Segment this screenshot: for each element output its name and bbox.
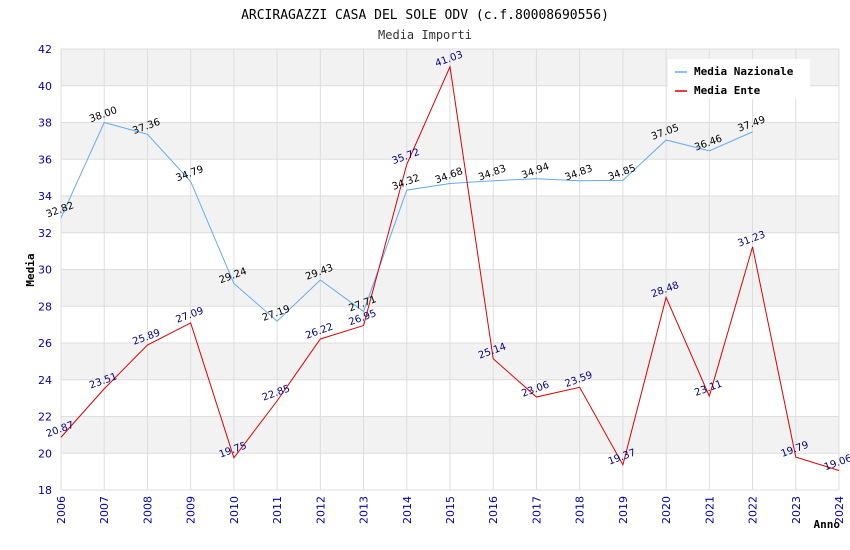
x-tick-label: 2022 <box>747 496 760 524</box>
x-tick-label: 2014 <box>401 496 414 524</box>
x-tick-label: 2006 <box>55 496 68 524</box>
y-tick-label: 20 <box>38 447 52 460</box>
y-tick-label: 38 <box>38 117 52 130</box>
x-tick-label: 2023 <box>790 496 803 524</box>
x-tick-label: 2007 <box>98 496 111 524</box>
x-tick-label: 2010 <box>228 496 241 524</box>
series-lines <box>60 65 840 471</box>
x-tick-label: 2015 <box>444 496 457 524</box>
y-tick-label: 42 <box>38 43 52 56</box>
y-tick-label: 36 <box>38 153 52 166</box>
y-tick-label: 22 <box>38 411 52 424</box>
legend: Media Nazionale Media Ente <box>668 59 810 99</box>
x-tick-label: 2009 <box>185 496 198 524</box>
chart-title: ARCIRAGAZZI CASA DEL SOLE ODV (c.f.80008… <box>241 8 609 23</box>
x-tick-label: 2012 <box>314 496 327 524</box>
y-tick-label: 28 <box>38 300 52 313</box>
legend-entry-nazionale: Media Nazionale <box>694 65 794 78</box>
y-axis-label: Media <box>24 253 37 286</box>
x-tick-label: 2020 <box>660 496 673 524</box>
legend-entry-ente: Media Ente <box>694 84 761 97</box>
x-tick-label: 2017 <box>530 496 543 524</box>
y-tick-label: 18 <box>38 484 52 497</box>
x-tick-label: 2008 <box>141 496 154 524</box>
x-axis-label: Anno <box>814 518 841 531</box>
x-tick-label: 2018 <box>574 496 587 524</box>
x-tick-label: 2016 <box>487 496 500 524</box>
x-axis-ticks: 2006 2007 2008 2009 2010 2011 2012 2013 2014 2015… <box>55 496 846 524</box>
x-tick-label: 2013 <box>358 496 371 524</box>
y-tick-label: 34 <box>38 190 52 203</box>
x-tick-label: 2021 <box>703 496 716 524</box>
y-tick-label: 24 <box>38 374 52 387</box>
x-tick-label: 2024 <box>833 496 846 524</box>
x-tick-label: 2011 <box>271 496 284 524</box>
y-tick-label: 30 <box>38 264 52 277</box>
y-axis-ticks: 18 20 22 24 26 28 30 32 34 36 38 40 42 <box>38 43 52 497</box>
chart-subtitle: Media Importi <box>378 28 472 42</box>
series-line-ente <box>60 65 840 471</box>
y-tick-label: 32 <box>38 227 52 240</box>
x-tick-label: 2019 <box>617 496 630 524</box>
y-tick-label: 40 <box>38 80 52 93</box>
y-tick-label: 26 <box>38 337 52 350</box>
legend-box <box>668 59 810 99</box>
series-line-nazionale <box>60 121 753 322</box>
grid-lines <box>60 48 840 491</box>
